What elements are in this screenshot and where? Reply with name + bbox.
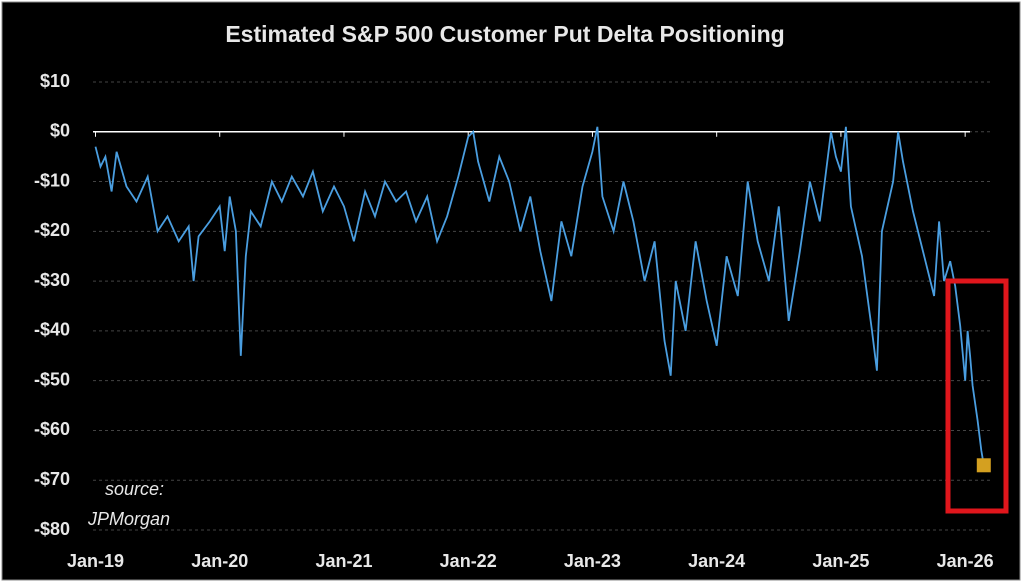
y-tick-label: $10 <box>40 71 70 91</box>
x-tick-label: Jan-22 <box>440 551 497 571</box>
y-tick-label: -$20 <box>34 220 70 240</box>
last-point-marker <box>976 458 991 473</box>
y-tick-label: -$30 <box>34 270 70 290</box>
x-tick-label: Jan-19 <box>67 551 124 571</box>
y-tick-label: -$80 <box>34 519 70 539</box>
data-line <box>94 126 985 466</box>
annotation: source: <box>105 479 164 499</box>
annotation: JPMorgan <box>87 509 170 529</box>
x-tick-label: Jan-20 <box>191 551 248 571</box>
x-tick-label: Jan-23 <box>564 551 621 571</box>
y-tick-label: -$50 <box>34 369 70 389</box>
highlight-box <box>945 278 1009 514</box>
y-tick-label: -$70 <box>34 469 70 489</box>
x-tick-label: Jan-24 <box>688 551 745 571</box>
chart-title: Estimated S&P 500 Customer Put Delta Pos… <box>225 21 784 47</box>
y-tick-label: -$40 <box>34 320 70 340</box>
y-tick-label: -$60 <box>34 419 70 439</box>
y-tick-label: -$10 <box>34 170 70 190</box>
x-tick-label: Jan-26 <box>937 551 994 571</box>
y-tick-label: $0 <box>50 121 70 141</box>
x-tick-label: Jan-21 <box>315 551 372 571</box>
x-tick-label: Jan-25 <box>812 551 869 571</box>
